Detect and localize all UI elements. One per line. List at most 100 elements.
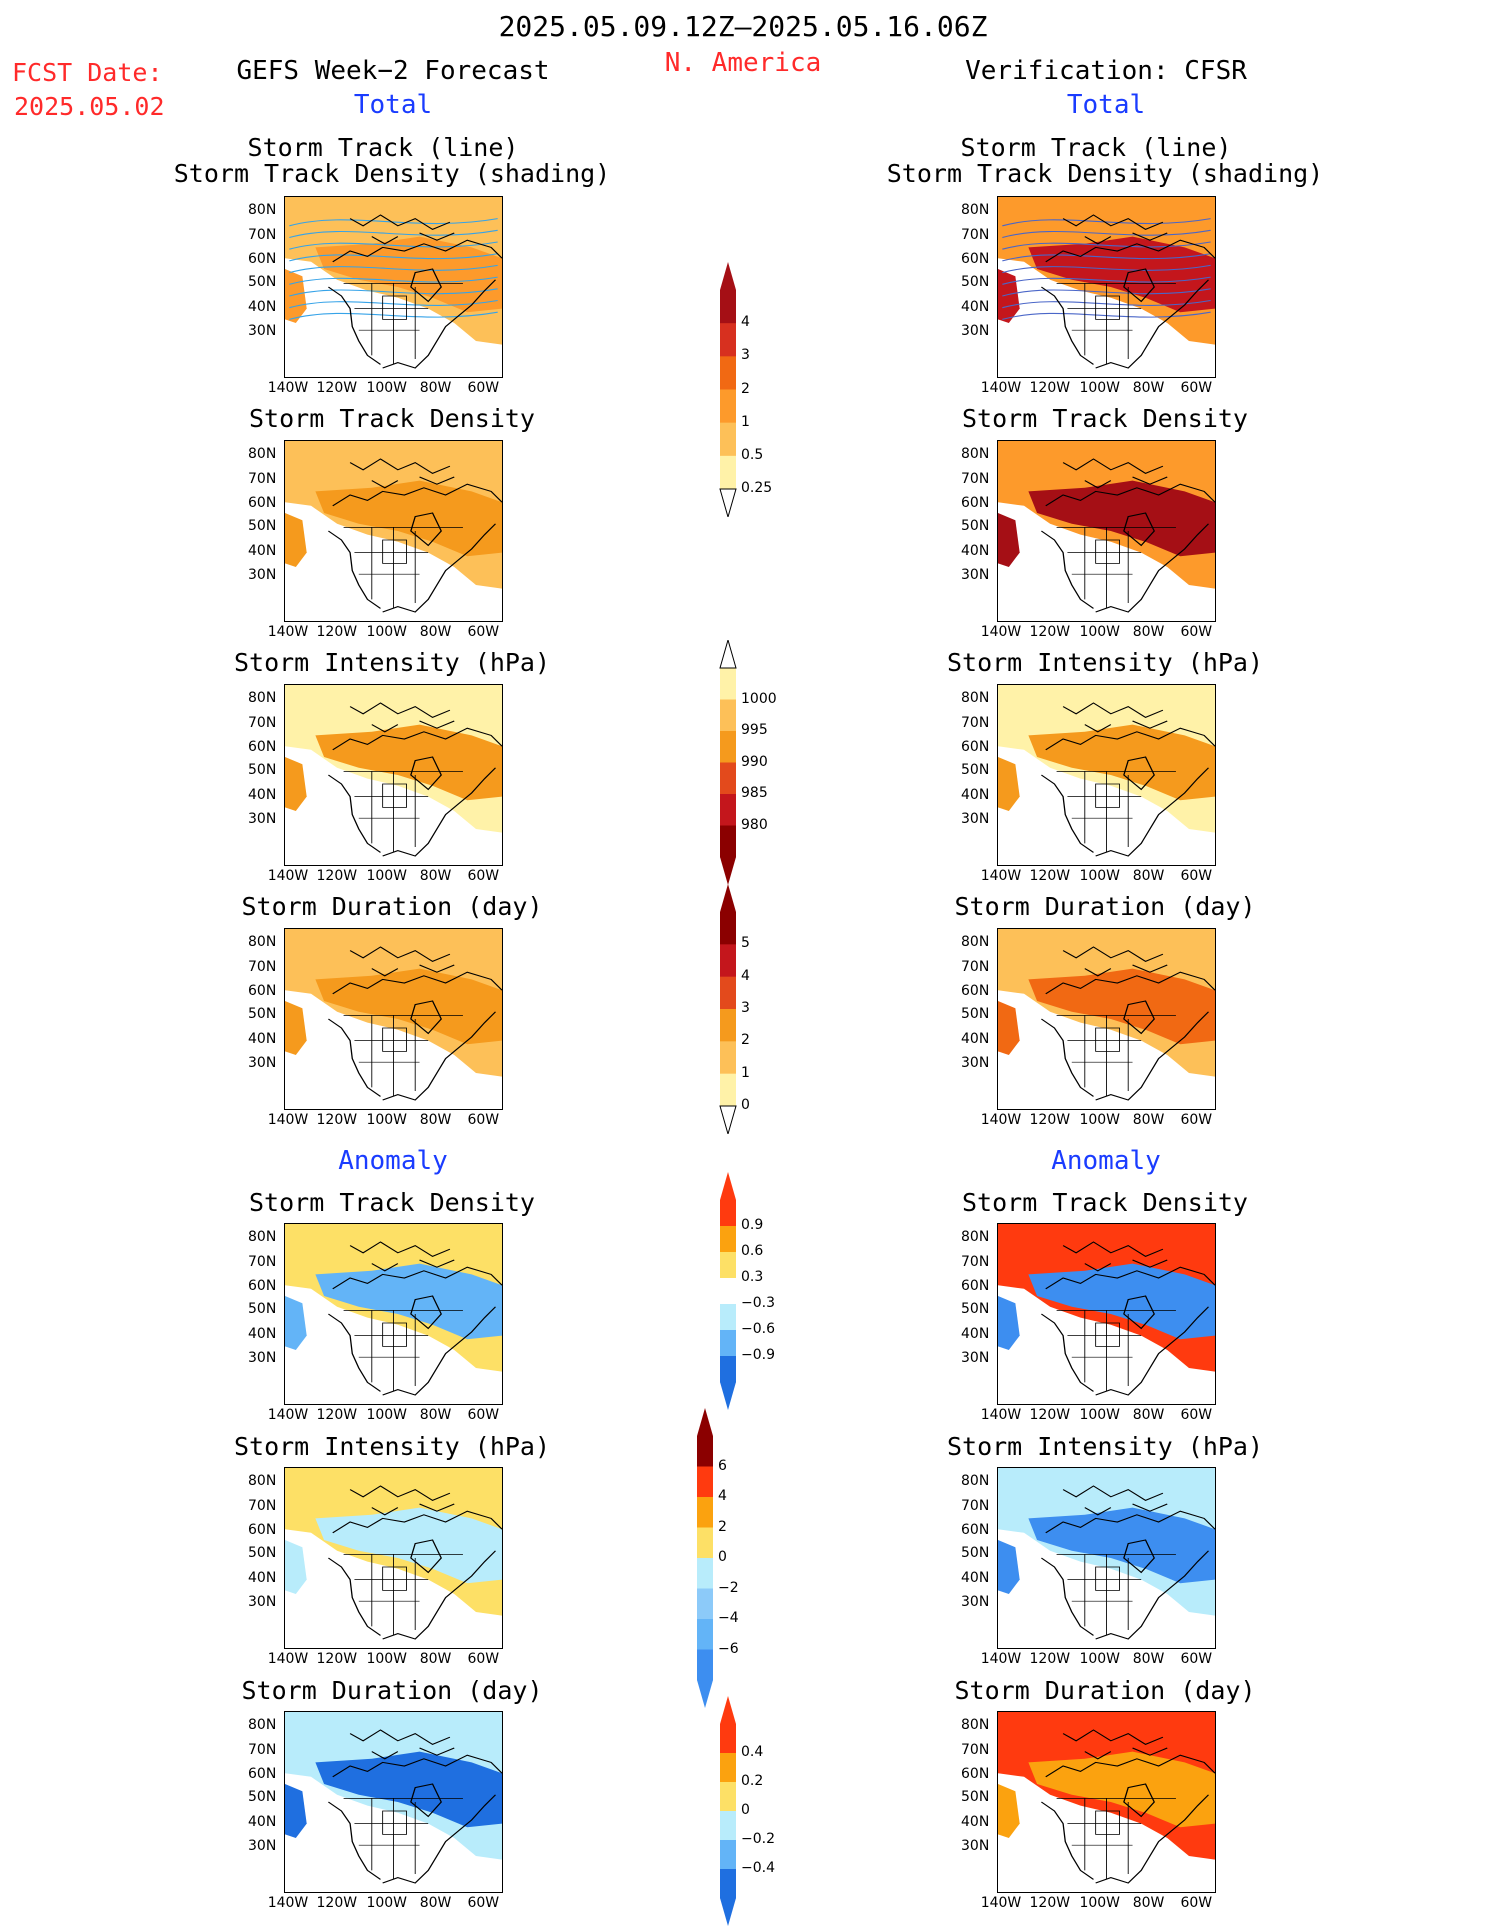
fc-intensity-title: Storm Intensity (hPa) xyxy=(233,648,551,677)
coastline xyxy=(327,1266,502,1396)
colorbar-label: −0.9 xyxy=(741,1347,775,1363)
map-frame xyxy=(284,1711,503,1893)
colorbar-label: 4 xyxy=(741,967,750,984)
total-label-right: Total xyxy=(1066,90,1146,120)
lon-tick-label: 80W xyxy=(419,624,452,640)
lon-tick-label: 140W xyxy=(267,1407,309,1423)
lat-tick-label: 40N xyxy=(961,1569,990,1586)
shade-west-patch xyxy=(285,513,307,567)
lon-tick-label: 60W xyxy=(1180,1407,1213,1423)
lat-tick-label: 30N xyxy=(961,811,990,827)
lat-tick-label: 70N xyxy=(248,714,277,731)
vr-duration-anom-title: Storm Duration (day) xyxy=(954,1676,1256,1705)
arctic-islands xyxy=(1062,946,1168,977)
fcst-date-label: FCST Date: xyxy=(12,58,163,87)
lon-tick-label: 60W xyxy=(1180,1651,1213,1667)
map-frame xyxy=(284,1223,503,1405)
shade-core-region xyxy=(1028,480,1215,557)
colorbar-bottom-tip xyxy=(719,488,737,517)
duration-anom-colorbar: 0.4 0.2 0 −0.2 −0.4 xyxy=(719,1696,775,1926)
shade-core-region xyxy=(315,1507,502,1584)
lat-tick-label: 50N xyxy=(961,274,990,291)
lon-tick-label: 140W xyxy=(267,1112,309,1128)
fc-duration-anom-title: Storm Duration (day) xyxy=(241,1676,543,1705)
lon-tick-label: 80W xyxy=(419,1112,452,1128)
lon-tick-label: 80W xyxy=(419,868,452,884)
lon-tick-label: 100W xyxy=(366,868,408,884)
anomaly-label-left: Anomaly xyxy=(338,1146,448,1176)
lat-tick-label: 60N xyxy=(961,1522,990,1538)
lon-tick-label: 140W xyxy=(980,868,1022,884)
shade-west-patch xyxy=(998,757,1020,811)
arctic-islands xyxy=(349,946,455,977)
storm-track-line xyxy=(289,218,498,227)
colorbar-segment xyxy=(720,1356,736,1383)
shade-west-patch xyxy=(285,1784,307,1838)
region-label: N. America xyxy=(664,48,822,78)
lat-tick-label: 40N xyxy=(961,786,990,803)
lat-tick-label: 70N xyxy=(248,470,277,487)
lat-tick-label: 80N xyxy=(961,1229,990,1246)
lon-tick-label: 120W xyxy=(1029,624,1071,640)
lon-tick-label: 120W xyxy=(1029,868,1071,884)
vr-intensity-anom-title: Storm Intensity (hPa) xyxy=(946,1432,1264,1461)
lat-tick-label: 70N xyxy=(248,226,277,243)
lon-tick-label: 80W xyxy=(1132,868,1165,884)
lon-tick-label: 100W xyxy=(366,1112,408,1128)
lat-tick-label: 50N xyxy=(248,518,277,535)
vr-density-title: Storm Track Density xyxy=(962,404,1248,433)
map-shading xyxy=(998,441,1215,613)
colorbar-segment xyxy=(720,976,736,1010)
colorbar-segment xyxy=(720,1753,736,1783)
lat-tick-label: 30N xyxy=(248,1055,277,1071)
lon-tick-label: 100W xyxy=(1079,624,1121,640)
lat-tick-label: 80N xyxy=(961,690,990,707)
map-shading xyxy=(998,1224,1215,1396)
lat-tick-label: 30N xyxy=(248,1350,277,1366)
map-frame xyxy=(284,196,503,378)
storm-track-line xyxy=(1002,241,1211,250)
lat-tick-label: 50N xyxy=(961,1545,990,1562)
colorbar-segment xyxy=(720,1278,736,1305)
colorbar-label: −6 xyxy=(718,1640,739,1657)
colorbar-segment xyxy=(720,1226,736,1253)
lat-tick-label: 60N xyxy=(248,251,277,267)
lat-tick-label: 40N xyxy=(248,1030,277,1047)
colorbar-bottom-tip xyxy=(697,1680,713,1708)
map-shading xyxy=(285,1468,502,1640)
colorbar-label: −2 xyxy=(718,1579,739,1596)
lat-tick-label: 80N xyxy=(248,690,277,707)
lat-tick-label: 50N xyxy=(248,1545,277,1562)
lat-tick-label: 40N xyxy=(248,542,277,559)
coastline xyxy=(327,483,502,613)
colorbar-label: −0.3 xyxy=(741,1295,775,1311)
colorbar-label: 995 xyxy=(741,722,768,738)
storm-track-line xyxy=(289,299,498,309)
lat-tick-label: 30N xyxy=(248,323,277,339)
colorbar-segment xyxy=(697,1527,713,1559)
lat-tick-label: 50N xyxy=(248,1301,277,1318)
coastline xyxy=(327,971,502,1101)
colorbar-label: 0.3 xyxy=(741,1269,764,1285)
map-shading xyxy=(998,1468,1215,1640)
colorbar-top-tip xyxy=(720,262,736,290)
state-borders xyxy=(1056,527,1176,609)
colorbar-label: 2 xyxy=(741,380,750,397)
lat-tick-label: 50N xyxy=(248,1789,277,1806)
lon-tick-label: 80W xyxy=(1132,1895,1165,1911)
storm-track-line xyxy=(1002,276,1211,285)
colorbar-label: 980 xyxy=(741,816,768,833)
lat-tick-label: 30N xyxy=(248,811,277,827)
density-anom-colorbar: 0.9 0.6 0.3 −0.3 −0.6 −0.9 xyxy=(719,1172,775,1410)
lat-tick-label: 50N xyxy=(961,1301,990,1318)
vr-intensity-title: Storm Intensity (hPa) xyxy=(946,648,1264,677)
lon-tick-label: 60W xyxy=(1180,380,1213,396)
shade-core-region xyxy=(315,724,502,801)
coastline xyxy=(1040,971,1215,1101)
colorbar-label: −0.6 xyxy=(741,1321,775,1337)
shade-core-region xyxy=(1028,1751,1215,1828)
lat-tick-label: 60N xyxy=(248,1278,277,1294)
lat-tick-label: 40N xyxy=(961,1325,990,1342)
colorbar-segment xyxy=(720,1200,736,1227)
lat-tick-label: 60N xyxy=(961,1766,990,1782)
